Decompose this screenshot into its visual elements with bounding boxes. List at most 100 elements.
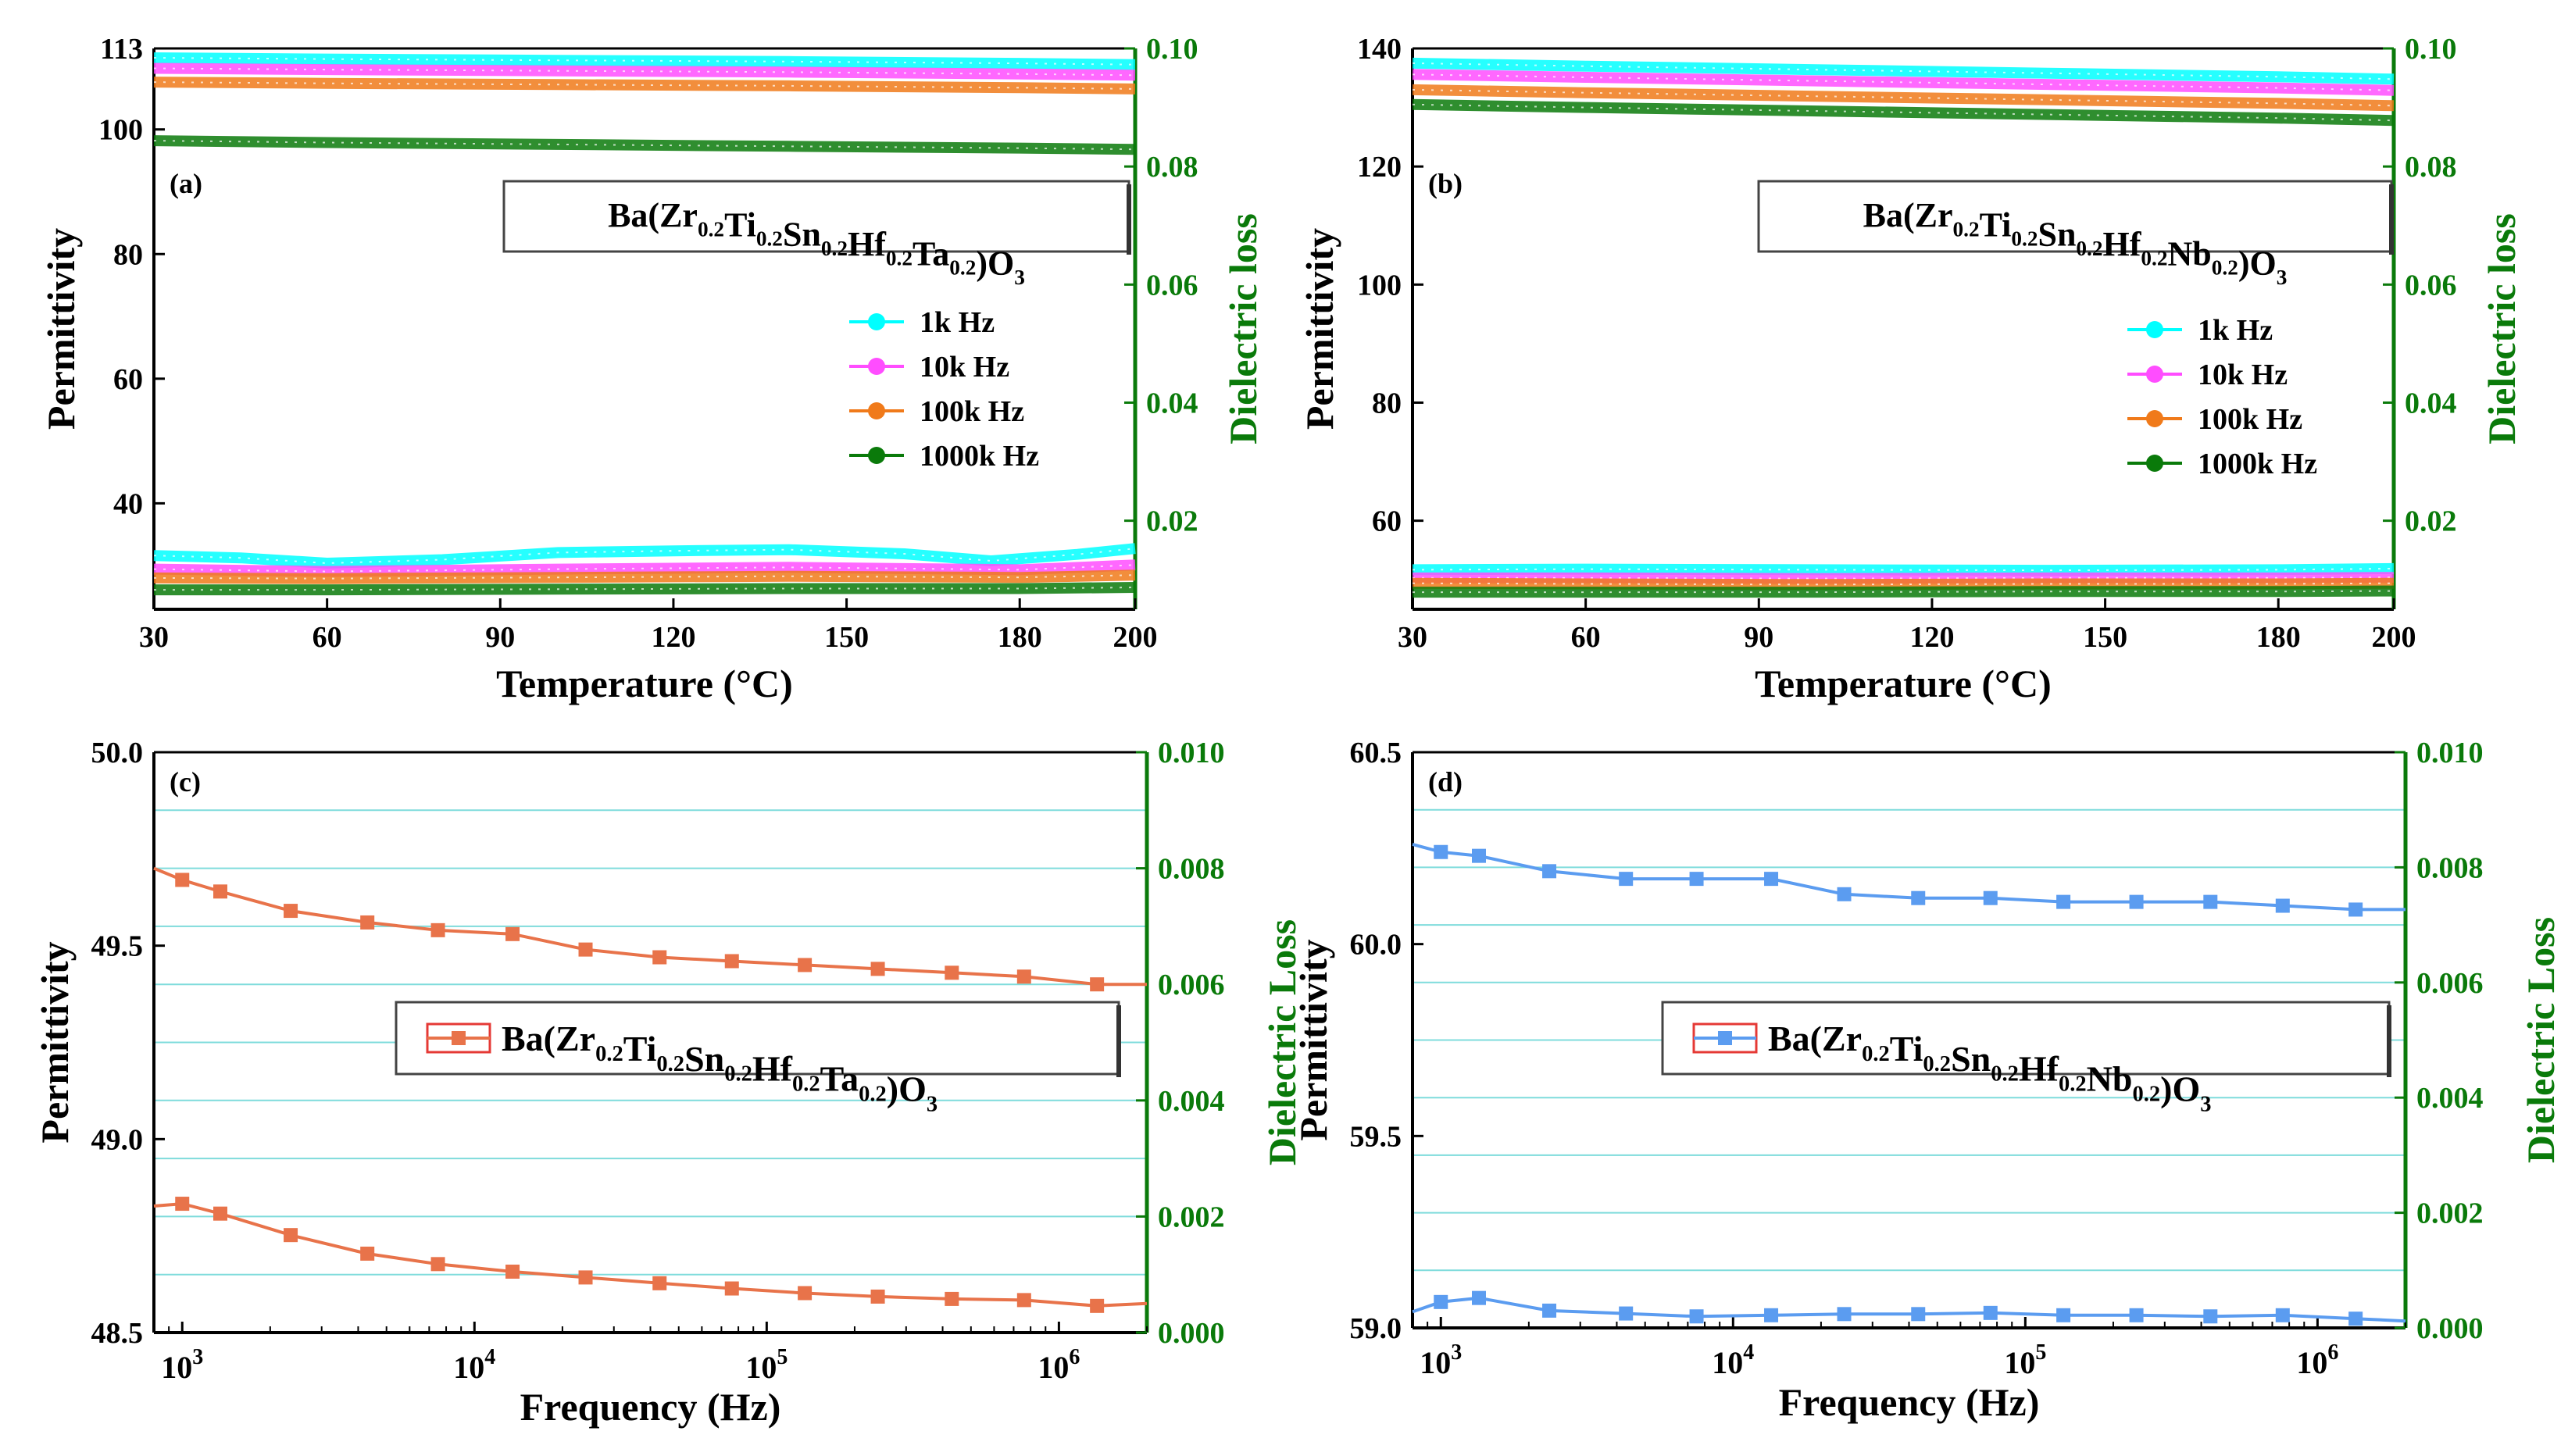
data-point <box>1016 1293 1031 1308</box>
data-point <box>2203 894 2218 909</box>
data-point <box>578 942 593 957</box>
legend-marker <box>868 402 885 419</box>
series-line-dielectric-loss <box>1412 1296 2406 1323</box>
y-tick-label: 120 <box>1357 151 1402 184</box>
legend-label: 100k Hz <box>2198 403 2302 436</box>
data-point <box>505 1264 520 1279</box>
legend-box <box>1661 1001 2391 1076</box>
series-line-permittivity <box>1412 842 2405 912</box>
data-point <box>1837 1307 1852 1322</box>
legend-marker <box>452 1031 466 1045</box>
data-point <box>1016 969 1031 984</box>
formula-text: Ba(Zr0.2Ti0.2Sn0.2Hf0.2Ta0.2)O3 <box>608 196 1025 289</box>
formula-subscript: 0.2 <box>595 1042 623 1066</box>
data-point <box>1542 1303 1557 1318</box>
formula-text: Sn <box>783 216 821 254</box>
series-group <box>1412 842 2406 1326</box>
formula-text: Sn <box>684 1039 724 1079</box>
x-tick-label: 106 <box>1038 1345 1080 1385</box>
formula-text: Ba(Zr <box>502 1019 595 1058</box>
y2-axis-label: Dielectric loss <box>2480 213 2523 444</box>
series-group: 1k Hz 10k Hz 100k Hz 1000k Hz <box>1412 57 2395 598</box>
formula-subscript: 0.2 <box>1953 217 1980 241</box>
formula-text: Nb <box>2168 234 2212 273</box>
panel-label: (a) <box>170 168 202 199</box>
series-line-dielectric-loss <box>153 1202 1148 1308</box>
panel-c: 103 104 105 106 48.5 49.0 49.5 50.0 0.000 0.002 0.… <box>33 737 1304 1429</box>
y2-axis-label: Dielectric Loss <box>2519 917 2563 1163</box>
legend-marker <box>2146 321 2163 338</box>
formula-text: Ba(Zr0.2Ti0.2Sn0.2Hf0.2Nb0.2)O3 <box>1863 196 2288 289</box>
data-point <box>213 884 228 899</box>
data-point <box>724 954 739 969</box>
y-tick-label: 60.0 <box>1350 929 1402 962</box>
y2-tick-label: 0.000 <box>2416 1312 2484 1345</box>
data-point <box>1911 1307 1926 1322</box>
series-line-1k-hz-loss <box>1412 562 2395 576</box>
x-tick-label: 180 <box>2256 621 2301 654</box>
x-axis-label: Temperature (°C) <box>496 662 793 705</box>
x-tick-label: 150 <box>2083 621 2127 654</box>
formula-subscript: 0.2 <box>2132 1082 2160 1106</box>
y-tick-label: 59.0 <box>1350 1312 1402 1345</box>
formula-text: )O <box>2160 1069 2200 1108</box>
formula-text: Ti <box>724 205 756 244</box>
series-line-100k-hz <box>153 77 1136 95</box>
series-line-1000k-hz-loss <box>1413 585 2395 598</box>
y2-tick-label: 0.004 <box>1158 1085 1225 1118</box>
x-tick-label: 90 <box>485 621 515 654</box>
formula-subscript: 0.2 <box>1923 1052 1951 1076</box>
x-tick-label: 180 <box>998 621 1042 654</box>
series-group <box>153 866 1148 1313</box>
data-point <box>870 962 885 976</box>
x-tick-label: 60 <box>313 621 342 654</box>
series-line-100k-hz <box>1412 84 2395 112</box>
y-tick-label: 80 <box>1372 387 1402 419</box>
series-line-10k-hz-loss <box>153 559 1136 577</box>
formula-text: )O <box>976 244 1014 283</box>
formula-subscript: 0.2 <box>698 217 724 241</box>
data-point <box>798 958 813 972</box>
x-tick-label: 106 <box>2296 1340 2338 1380</box>
formula-text: Ti <box>623 1029 657 1069</box>
x-tick-label: 104 <box>453 1345 495 1385</box>
y-tick-label: 60 <box>1372 505 1402 538</box>
data-point <box>2275 1308 2290 1322</box>
series-line-10k-hz <box>1412 69 2395 96</box>
data-point <box>945 1291 959 1306</box>
formula-subscript: 0.2 <box>859 1082 887 1106</box>
series-line-1000k-hz-loss <box>154 582 1136 596</box>
x-tick-label: 120 <box>1909 621 1954 654</box>
data-point <box>652 1276 667 1290</box>
x-tick-label: 105 <box>2004 1340 2046 1380</box>
series-line-permittivity <box>153 866 1147 987</box>
panel-a: 30 60 90 120 150 180 200 40 60 80 100 113 0.02 0.04 0.… <box>39 33 1265 705</box>
formula-subscript: 0.2 <box>724 1062 752 1087</box>
data-point <box>1911 890 1926 905</box>
y2-tick-label: 0.010 <box>1158 737 1225 769</box>
formula-subscript: 0.2 <box>2212 256 2238 280</box>
y2-axis-label: Dielectric Loss <box>1260 919 1304 1165</box>
formula-subscript: 3 <box>927 1092 938 1116</box>
series-line-100k-hz-loss <box>1412 577 2395 591</box>
x-tick-label: 30 <box>1398 621 1427 654</box>
panel-b: 30 60 90 120 150 180 200 60 80 100 120 140 0.02 0.04 0… <box>1298 33 2523 705</box>
x-tick-label: 200 <box>1113 621 1158 654</box>
x-tick-label: 105 <box>745 1345 788 1385</box>
y2-tick-label: 0.002 <box>2416 1197 2484 1230</box>
x-axis-label: Frequency (Hz) <box>1779 1380 2040 1424</box>
y2-axis-label: Dielectric loss <box>1221 213 1265 444</box>
x-tick-label: 104 <box>1712 1340 1754 1380</box>
y-axis-label: Permittivity <box>1291 939 1335 1140</box>
y2-tick-label: 0.10 <box>1146 33 1198 66</box>
legend-marker <box>1718 1031 1732 1045</box>
legend-marker <box>868 447 885 464</box>
legend-label: Ba(Zr0.2Ti0.2Sn0.2Hf0.2Ta0.2)O3 <box>502 1019 938 1116</box>
formula-text: Ba(Zr <box>1863 196 1953 234</box>
formula-text: Sn <box>2038 216 2076 254</box>
data-point <box>1542 864 1557 879</box>
data-point <box>1837 887 1852 901</box>
formula-subscript: 0.2 <box>2059 1072 2087 1097</box>
x-tick-label: 60 <box>1571 621 1601 654</box>
